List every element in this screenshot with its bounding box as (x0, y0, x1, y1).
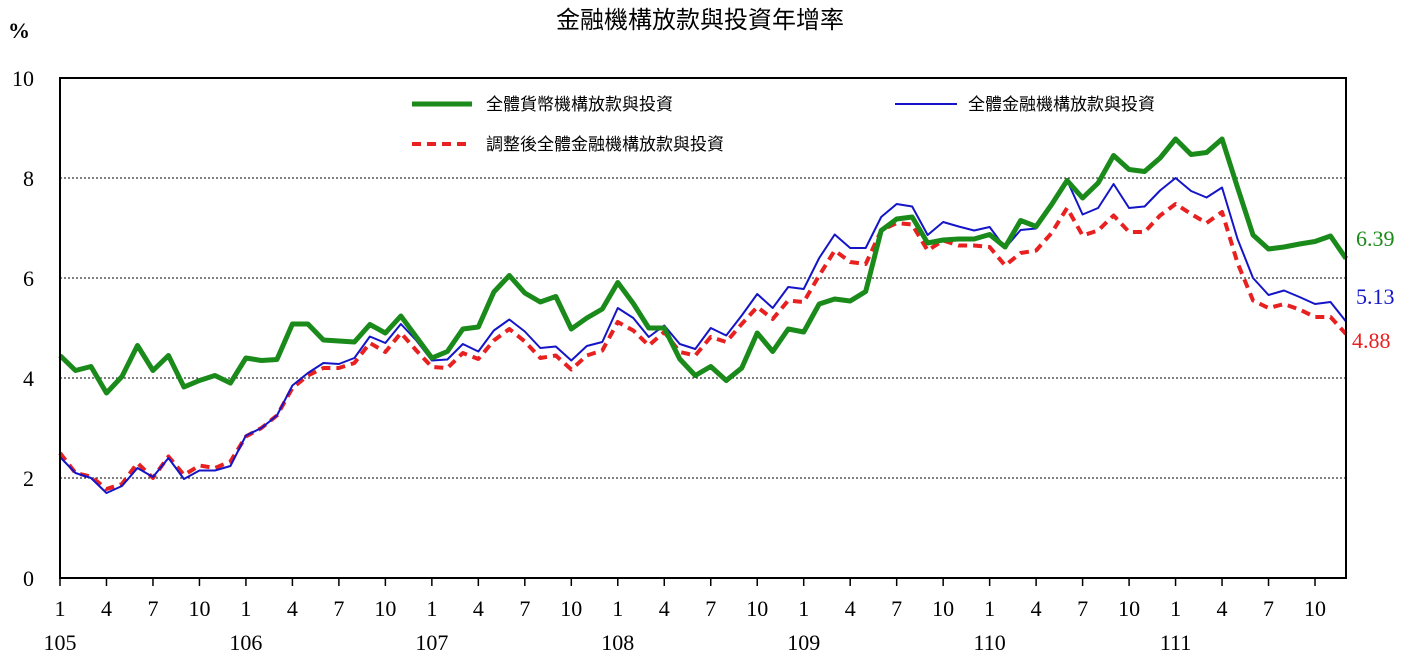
x-year-label-108: 108 (601, 630, 634, 655)
x-axis-ticks: 1 4 7 10 1 4 7 10 1 4 7 10 1 4 7 10 1 4 7 10 1 4 7 10 1 4 7 10 105 10… (44, 578, 1326, 655)
x-tick-label: 1 (984, 596, 995, 621)
x-tick-label: 1 (240, 596, 251, 621)
legend-label-series-1: 全體貨幣機構放款與投資 (486, 95, 673, 115)
x-tick-label: 7 (705, 596, 716, 621)
x-tick-label: 1 (1170, 596, 1181, 621)
x-tick-label: 4 (845, 596, 856, 621)
plot-area-frame (59, 77, 1347, 579)
x-year-label-106: 106 (229, 630, 262, 655)
x-tick-label: 7 (147, 596, 158, 621)
y-axis-ticks: 0 2 4 6 8 10 (12, 66, 34, 591)
x-tick-label: 1 (55, 596, 66, 621)
end-value-label-1: 6.39 (1356, 226, 1395, 251)
y-axis-unit: % (8, 18, 30, 43)
x-tick-label: 7 (891, 596, 902, 621)
x-tick-label: 4 (101, 596, 112, 621)
x-tick-label: 7 (519, 596, 530, 621)
legend: 全體貨幣機構放款與投資 全體金融機構放款與投資 調整後全體金融機構放款與投資 (412, 95, 1155, 155)
x-year-label-105: 105 (44, 630, 77, 655)
y-tick-label-0: 0 (23, 566, 34, 591)
end-value-label-3: 4.88 (1352, 328, 1391, 353)
x-tick-label: 7 (1077, 596, 1088, 621)
x-tick-label: 4 (1031, 596, 1042, 621)
x-year-label-111: 111 (1160, 630, 1191, 655)
legend-label-series-3: 調整後全體金融機構放款與投資 (486, 135, 724, 155)
x-tick-label: 4 (473, 596, 484, 621)
x-tick-label: 4 (287, 596, 298, 621)
legend-label-series-2: 全體金融機構放款與投資 (968, 95, 1155, 115)
series-line-1 (58, 136, 1349, 396)
x-year-label-107: 107 (415, 630, 448, 655)
end-value-label-2: 5.13 (1356, 284, 1395, 309)
y-tick-label-6: 6 (23, 266, 34, 291)
series-line-3 (58, 202, 1348, 491)
x-tick-label: 10 (1304, 596, 1326, 621)
end-labels: 6.39 5.13 4.88 (1352, 226, 1395, 353)
x-tick-label: 4 (659, 596, 670, 621)
x-tick-label: 7 (1263, 596, 1274, 621)
x-tick-label: 4 (1217, 596, 1228, 621)
chart-title: 金融機構放款與投資年增率 (556, 6, 844, 34)
x-year-label-110: 110 (974, 630, 1006, 655)
y-tick-label-4: 4 (23, 366, 34, 391)
x-tick-label: 1 (612, 596, 623, 621)
y-tick-label-2: 2 (23, 466, 34, 491)
series-line-2 (59, 177, 1347, 494)
x-tick-label: 1 (798, 596, 809, 621)
x-tick-label: 10 (560, 596, 582, 621)
series-lines (58, 136, 1349, 494)
x-tick-label: 10 (932, 596, 954, 621)
x-tick-label: 10 (188, 596, 210, 621)
x-tick-label: 10 (374, 596, 396, 621)
y-tick-label-10: 10 (12, 66, 34, 91)
x-year-label-109: 109 (787, 630, 820, 655)
x-tick-label: 7 (333, 596, 344, 621)
x-tick-label: 1 (426, 596, 437, 621)
y-tick-label-8: 8 (23, 166, 34, 191)
x-tick-label: 10 (1118, 596, 1140, 621)
x-tick-label: 10 (746, 596, 768, 621)
